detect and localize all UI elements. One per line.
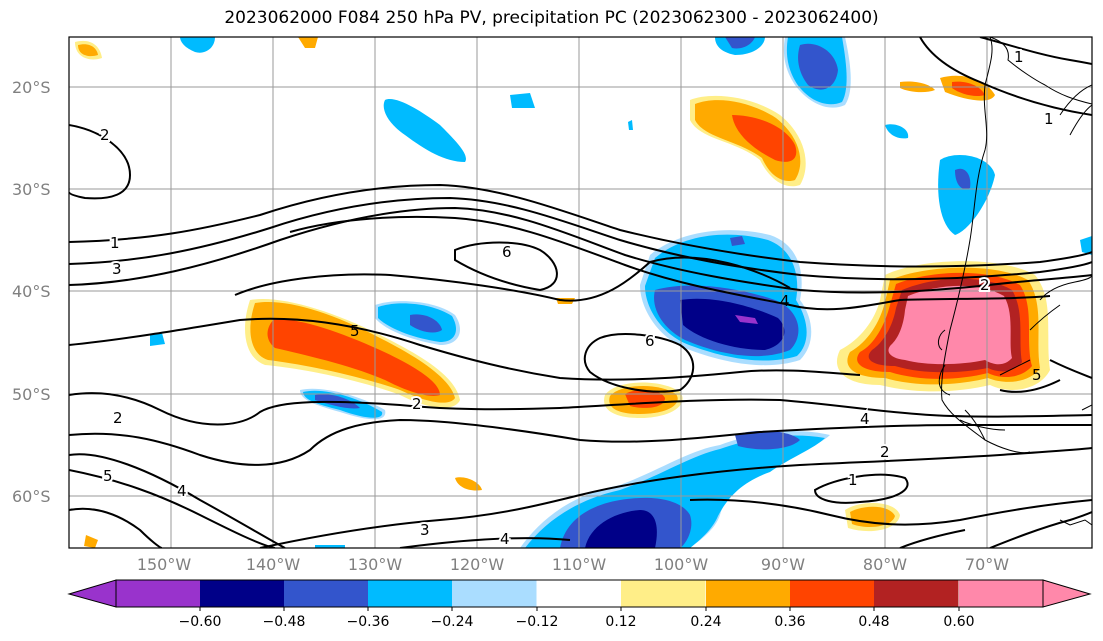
contour-label: 5: [1032, 366, 1042, 384]
lon-label: 90°W: [761, 555, 805, 574]
colorbar-bin: [200, 580, 285, 607]
colorbar-extend-min: [67, 579, 117, 608]
lon-label: 70°W: [965, 555, 1009, 574]
contour-label: 4: [780, 292, 790, 310]
colorbar-bin: [368, 580, 453, 607]
contour-label: 2: [113, 409, 123, 427]
colorbar-bin: [706, 580, 791, 607]
contour-label: 4: [500, 530, 510, 548]
colorbar-tick-label: −0.48: [263, 614, 306, 630]
lon-label: 100°W: [654, 555, 709, 574]
lat-label: 40°S: [12, 282, 51, 301]
contour-label: 6: [502, 243, 512, 261]
lon-label: 80°W: [863, 555, 907, 574]
contour-label: 2: [100, 126, 110, 144]
lat-label: 50°S: [12, 385, 51, 404]
map-title: 2023062000 F084 250 hPa PV, precipitatio…: [224, 8, 879, 28]
lon-label: 120°W: [450, 555, 505, 574]
lon-label: 110°W: [552, 555, 607, 574]
colorbar-tick-label: 0.24: [690, 614, 721, 630]
lon-label: 150°W: [137, 555, 192, 574]
lat-label: 20°S: [12, 78, 51, 97]
contour-label: 2: [980, 276, 990, 294]
contour-label: 2: [412, 395, 422, 413]
colorbar-extend-max: [1042, 579, 1092, 608]
colorbar-tick-label: −0.36: [347, 614, 390, 630]
colorbar-bin: [452, 580, 537, 607]
contour-label: 6: [645, 332, 655, 350]
contour-label: 4: [860, 410, 870, 428]
contour-label: 5: [103, 467, 113, 485]
colorbar-tick-label: 0.36: [774, 614, 805, 630]
colorbar-tick-label: −0.24: [431, 614, 474, 630]
colorbar-bin: [116, 580, 201, 607]
colorbar-bin: [621, 580, 706, 607]
contour-label: 1: [110, 234, 120, 252]
lon-label: 140°W: [246, 555, 301, 574]
contour-label: 3: [420, 521, 430, 539]
colorbar-bin: [537, 580, 622, 607]
contour-label: 1: [1044, 110, 1054, 128]
map-frame: [68, 36, 1093, 549]
lat-label: 60°S: [12, 487, 51, 506]
contour-label: 1: [1014, 48, 1024, 66]
colorbar-bin: [284, 580, 369, 607]
colorbar-tick-label: 0.48: [858, 614, 889, 630]
longitude-labels: 150°W 140°W 130°W 120°W 110°W 100°W 90°W…: [137, 555, 1009, 574]
colorbar-tick-label: −0.12: [516, 614, 559, 630]
contour-label: 4: [177, 482, 187, 500]
contour-label: 3: [112, 260, 122, 278]
lat-label: 30°S: [12, 180, 51, 199]
contour-label: 1: [848, 471, 858, 489]
contour-label: 5: [350, 322, 360, 340]
colorbar-bin: [959, 580, 1044, 607]
pv-contours: [69, 37, 1092, 548]
coastline: [937, 37, 1092, 526]
lon-label: 130°W: [348, 555, 403, 574]
contour-labels: 1 3 6 5 2 6 4 2 4 2 1 3 4 5 4 2 5 1 1 2: [98, 46, 1056, 550]
colorbar-bin: [874, 580, 959, 607]
colorbar-tick-label: −0.60: [179, 614, 222, 630]
colorbar: −0.60 −0.48 −0.36 −0.24 −0.12 0.12 0.24 …: [67, 579, 1092, 630]
contour-label: 2: [880, 443, 890, 461]
latitude-labels: 20°S 30°S 40°S 50°S 60°S: [12, 78, 51, 506]
colorbar-bin: [790, 580, 875, 607]
colorbar-tick-label: 0.12: [605, 614, 636, 630]
precip-anomaly-fill: [75, 37, 1092, 548]
colorbar-tick-label: 0.60: [943, 614, 974, 630]
